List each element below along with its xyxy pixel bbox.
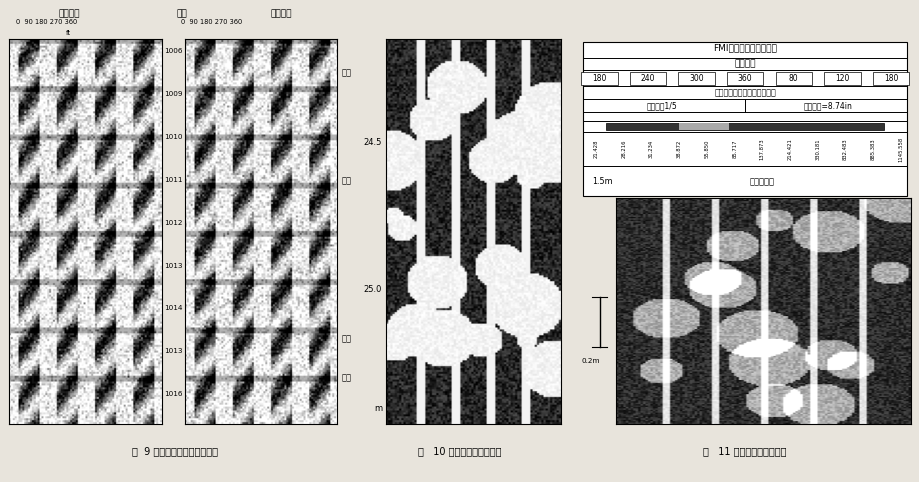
FancyBboxPatch shape: [581, 72, 617, 85]
Text: 裂缝: 裂缝: [342, 335, 352, 344]
Text: 85.717: 85.717: [732, 140, 736, 159]
Text: 1016: 1016: [164, 391, 182, 397]
Text: 1013: 1013: [164, 348, 182, 354]
Text: 1010: 1010: [164, 134, 182, 140]
Text: 180: 180: [592, 74, 606, 83]
Text: 360: 360: [737, 74, 752, 83]
Text: 水平比例1/5: 水平比例1/5: [646, 101, 677, 110]
Text: 38.872: 38.872: [676, 140, 681, 158]
Text: 图像方位: 图像方位: [733, 59, 755, 68]
Text: 裂缝: 裂缝: [342, 374, 352, 382]
FancyBboxPatch shape: [630, 72, 665, 85]
Text: 图   11 碳酸盐岩中的缝合线: 图 11 碳酸盐岩中的缝合线: [703, 446, 786, 456]
FancyBboxPatch shape: [677, 72, 714, 85]
Text: 24.5: 24.5: [364, 138, 382, 147]
Text: 240: 240: [641, 74, 654, 83]
Text: 1006: 1006: [164, 48, 182, 54]
Text: 裂缝迹线: 裂缝迹线: [270, 9, 291, 18]
Text: 钻头直径=8.74in: 钻头直径=8.74in: [802, 101, 852, 110]
Text: 0  90 180 270 360: 0 90 180 270 360: [16, 19, 77, 26]
Text: 120: 120: [834, 74, 848, 83]
Text: 1009: 1009: [164, 91, 182, 97]
Text: 图  9 层理面与裂缝的倾向相反: 图 9 层理面与裂缝的倾向相反: [131, 446, 218, 456]
FancyBboxPatch shape: [583, 42, 906, 196]
Text: 图   10 白云岩中的孔洞孔隙: 图 10 白云岩中的孔洞孔隙: [418, 446, 501, 456]
Text: 0.2m: 0.2m: [581, 359, 599, 364]
Text: 1.5m: 1.5m: [592, 177, 612, 186]
Text: 300: 300: [688, 74, 703, 83]
Text: 1012: 1012: [164, 220, 182, 226]
Text: 31.234: 31.234: [649, 140, 653, 158]
Text: 330.181: 330.181: [814, 138, 820, 160]
Text: 1013: 1013: [164, 263, 182, 268]
Text: 55.850: 55.850: [704, 140, 709, 159]
Text: 137.873: 137.873: [759, 138, 764, 160]
Text: 方位图像: 方位图像: [58, 9, 79, 18]
Text: 214.421: 214.421: [787, 138, 791, 160]
Text: 0  90 180 270 360: 0 90 180 270 360: [181, 19, 243, 26]
Text: 深度: 深度: [176, 9, 187, 18]
Text: 裂缝: 裂缝: [342, 69, 352, 78]
FancyBboxPatch shape: [775, 72, 811, 85]
FancyBboxPatch shape: [606, 123, 883, 130]
Text: 885.383: 885.383: [869, 138, 875, 160]
FancyBboxPatch shape: [872, 72, 908, 85]
Text: 832.483: 832.483: [842, 138, 847, 160]
Text: 1014: 1014: [164, 306, 182, 311]
Text: 25.0: 25.0: [364, 285, 382, 294]
Text: m: m: [374, 404, 382, 413]
Text: 裂缝: 裂缝: [342, 177, 352, 186]
FancyBboxPatch shape: [726, 72, 763, 85]
Text: 28.216: 28.216: [620, 140, 626, 159]
Text: FMI图像（极板和翼板）: FMI图像（极板和翼板）: [712, 43, 777, 53]
Text: 80: 80: [789, 74, 798, 83]
Text: ft: ft: [66, 30, 72, 37]
FancyBboxPatch shape: [678, 123, 728, 130]
Text: 21.428: 21.428: [593, 140, 598, 159]
Text: 180: 180: [883, 74, 897, 83]
FancyBboxPatch shape: [823, 72, 859, 85]
Text: 1145.558: 1145.558: [897, 136, 902, 162]
Text: 1011: 1011: [164, 177, 182, 183]
Text: 电导率级别: 电导率级别: [748, 177, 774, 186]
Text: 低电阻率，黑大高电阻率，白: 低电阻率，黑大高电阻率，白: [713, 88, 776, 97]
